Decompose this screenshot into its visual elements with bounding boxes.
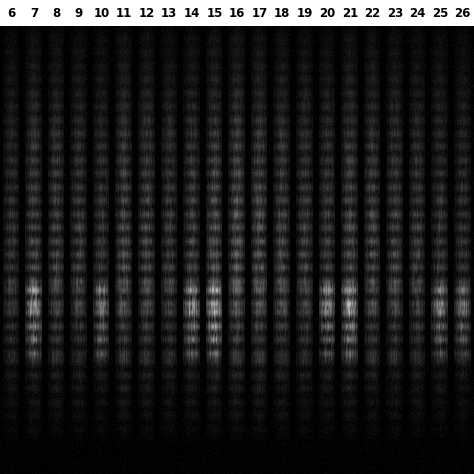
Text: 26: 26 [455,7,471,19]
Text: 9: 9 [75,7,83,19]
Text: 15: 15 [206,7,223,19]
Text: 11: 11 [116,7,132,19]
Text: 24: 24 [410,7,426,19]
Text: 8: 8 [52,7,61,19]
Text: 21: 21 [342,7,358,19]
Text: 22: 22 [365,7,381,19]
Text: 17: 17 [251,7,268,19]
Text: 16: 16 [229,7,245,19]
Text: 18: 18 [274,7,291,19]
Text: 6: 6 [7,7,16,19]
Text: 13: 13 [161,7,177,19]
Text: 7: 7 [30,7,38,19]
Text: 12: 12 [138,7,155,19]
Text: 10: 10 [93,7,109,19]
Text: 25: 25 [432,7,448,19]
Text: 14: 14 [183,7,200,19]
Text: 20: 20 [319,7,336,19]
Bar [0,0,474,26]
Text: 23: 23 [387,7,403,19]
Text: 19: 19 [297,7,313,19]
